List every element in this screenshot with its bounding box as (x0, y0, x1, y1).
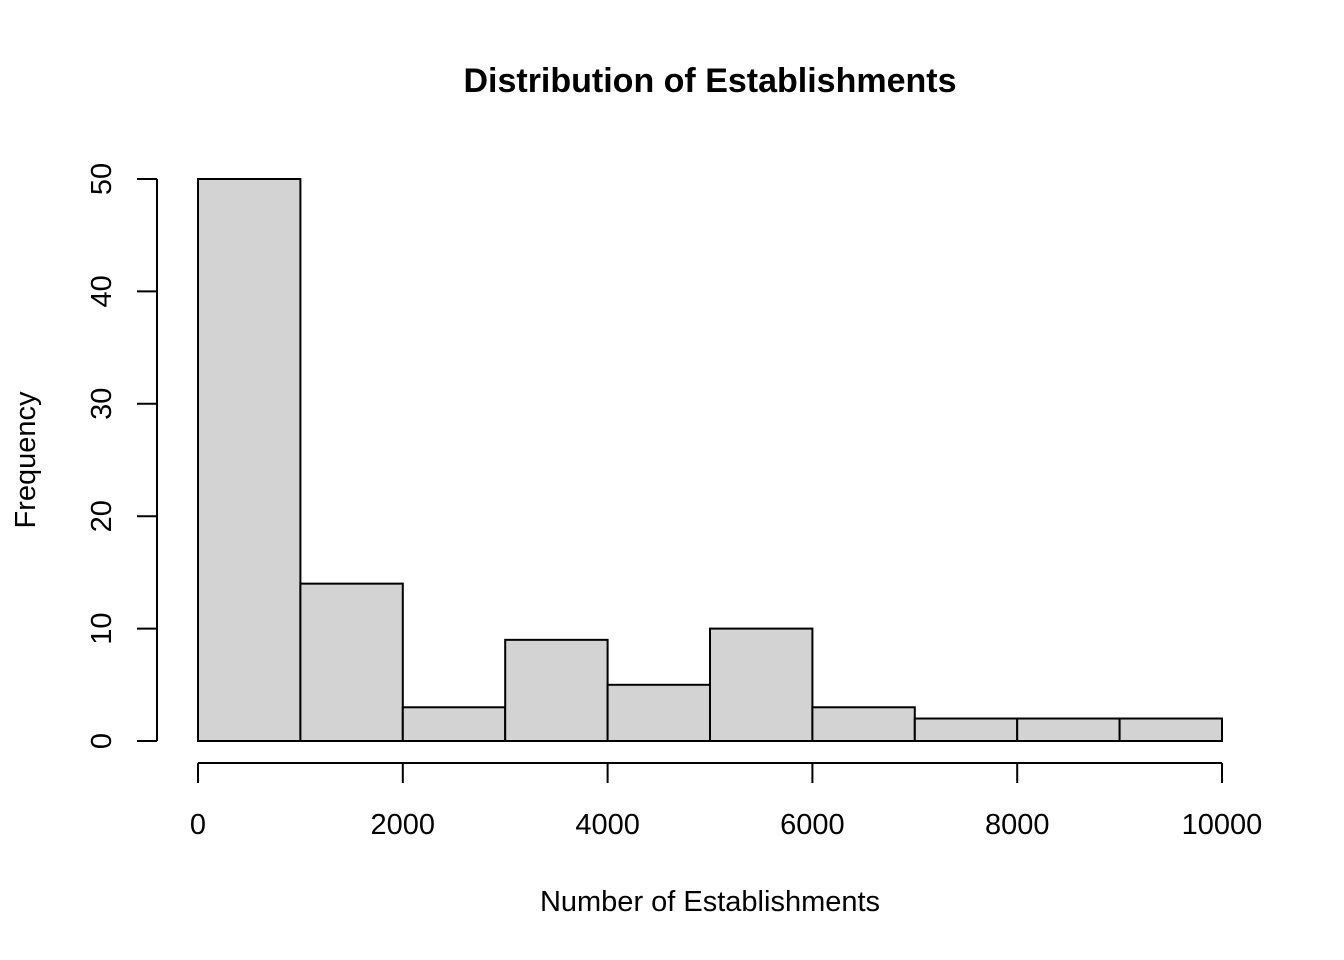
x-axis-label: Number of Establishments (540, 886, 880, 918)
x-tick-label: 4000 (575, 809, 640, 841)
x-tick-label: 0 (190, 809, 206, 841)
x-tick-label: 6000 (780, 809, 845, 841)
histogram-bars (197, 178, 1223, 743)
y-axis: 0 10 20 30 40 50 (86, 163, 158, 749)
histogram-bar (1016, 717, 1121, 743)
x-tick-label: 8000 (985, 809, 1050, 841)
histogram-bar (504, 638, 609, 743)
y-tick-label: 20 (86, 500, 118, 532)
x-axis: 0 2000 4000 6000 8000 10000 (190, 762, 1263, 841)
histogram-bar (401, 706, 507, 743)
x-tick-label: 2000 (371, 809, 436, 841)
histogram-bar (913, 717, 1019, 743)
histogram-bar (299, 582, 404, 743)
y-tick-label: 30 (86, 388, 118, 420)
histogram-bar (811, 706, 916, 743)
chart-title: Distribution of Establishments (463, 62, 956, 100)
y-tick-label: 0 (86, 733, 118, 749)
y-tick-label: 50 (86, 163, 118, 195)
histogram-bar (606, 683, 711, 742)
y-axis-label: Frequency (10, 391, 42, 529)
y-tick-label: 40 (86, 275, 118, 307)
histogram-bar (197, 178, 302, 742)
histogram-bar (1118, 717, 1223, 743)
histogram-bar (709, 627, 814, 742)
y-tick-label: 10 (86, 612, 118, 644)
x-tick-label: 10000 (1182, 809, 1263, 841)
